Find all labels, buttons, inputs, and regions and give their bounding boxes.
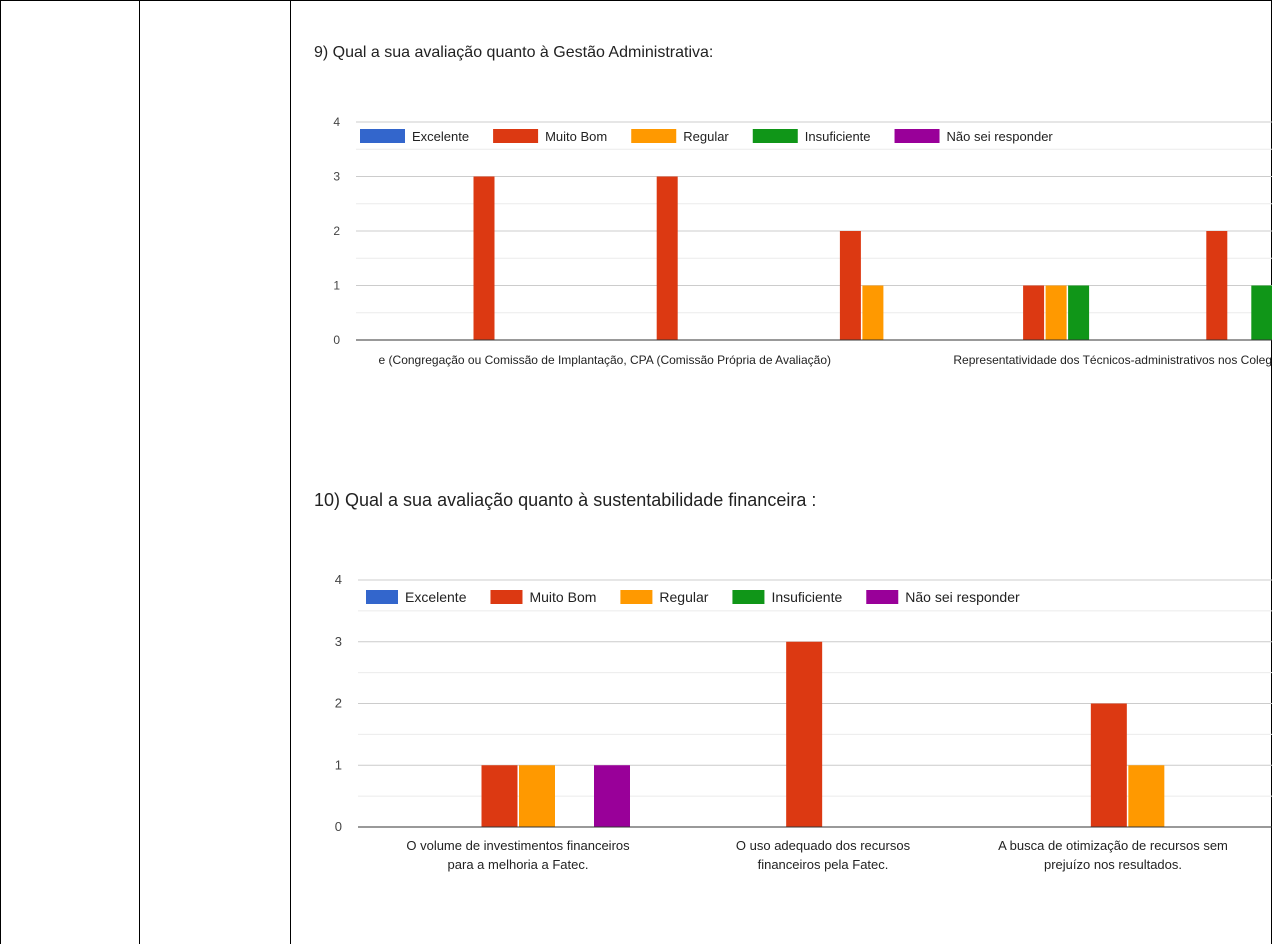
legend-swatch (360, 129, 405, 143)
legend-label: Não sei responder (947, 129, 1054, 144)
chart-title: 10) Qual a sua avaliação quanto à susten… (314, 490, 817, 510)
chart-gestao-administrativa-plot: 0 1 2 3 4 Excelente Muito Bom Regular Insuficien… (333, 115, 1272, 367)
y-tick-label: 3 (333, 170, 340, 184)
y-tick-label: 2 (333, 224, 340, 238)
legend-label: Excelente (412, 129, 469, 144)
bar-muito-bom (1023, 285, 1045, 340)
bar-muito-bom (473, 176, 495, 340)
legend-swatch (894, 129, 940, 143)
y-tick-label: 2 (335, 696, 342, 711)
legend-label: Insuficiente (771, 589, 842, 605)
x-tick-label: para a melhoria a Fatec. (448, 857, 589, 872)
legend-label: Não sei responder (905, 589, 1020, 605)
x-tick-label: O volume de investimentos financeiros (406, 838, 630, 853)
y-tick-label: 0 (335, 819, 342, 834)
legend-swatch (493, 129, 539, 143)
chart-sustentabilidade-financeira: 10) Qual a sua avaliação quanto à susten… (300, 470, 1272, 944)
y-tick-label: 1 (335, 757, 342, 772)
bar-muito-bom (839, 231, 861, 340)
legend-swatch (631, 129, 677, 143)
legend-swatch (752, 129, 798, 143)
bar-regular (1045, 285, 1067, 340)
x-tick-label: A busca de otimização de recursos sem (998, 838, 1228, 853)
bar-regular (862, 285, 884, 340)
y-tick-label: 4 (335, 572, 342, 587)
y-tick-label: 1 (333, 279, 340, 293)
bar-regular (1128, 765, 1165, 827)
bar-muito-bom (786, 641, 823, 827)
x-tick-label: O uso adequado dos recursos (736, 838, 911, 853)
bar-muito-bom (481, 765, 518, 827)
y-tick-label: 3 (335, 634, 342, 649)
chart-title: 9) Qual a sua avaliação quanto à Gestão … (314, 44, 714, 61)
table-column-divider-1 (139, 0, 140, 944)
bar-muito-bom (1090, 703, 1127, 827)
legend-swatch (366, 590, 398, 604)
legend-swatch (620, 590, 653, 604)
x-tick-label: prejuízo nos resultados. (1044, 857, 1182, 872)
legend-label: Regular (659, 589, 708, 605)
legend-swatch (866, 590, 899, 604)
legend-label: Muito Bom (545, 129, 607, 144)
x-tick-label: Representatividade dos Técnicos-administ… (953, 353, 1272, 367)
bar-regular (519, 765, 555, 827)
y-tick-label: 4 (333, 115, 340, 129)
legend-label: Insuficiente (805, 129, 871, 144)
legend-swatch (732, 590, 765, 604)
bar-insuficiente (1068, 285, 1090, 340)
x-tick-label: e (Congregação ou Comissão de Implantaçã… (379, 353, 831, 367)
legend-label: Muito Bom (529, 589, 596, 605)
legend-label: Regular (683, 129, 729, 144)
y-tick-label: 0 (333, 333, 340, 347)
legend-swatch (490, 590, 523, 604)
table-column-divider-2 (290, 0, 291, 944)
bar-n-o-sei-responder (594, 765, 630, 827)
chart-sustentabilidade-financeira-plot: 0 1 2 3 4 Excelente Muito Bom Regular Insuficien… (335, 572, 1272, 872)
bar-muito-bom (1206, 231, 1228, 340)
bar-insuficiente (1251, 285, 1272, 340)
legend-label: Excelente (405, 589, 467, 605)
x-tick-label: financeiros pela Fatec. (758, 857, 889, 872)
table-border-top (0, 0, 1272, 1)
chart-gestao-administrativa: 9) Qual a sua avaliação quanto à Gestão … (300, 0, 1272, 400)
table-border-left (0, 0, 1, 944)
bar-muito-bom (656, 176, 678, 340)
